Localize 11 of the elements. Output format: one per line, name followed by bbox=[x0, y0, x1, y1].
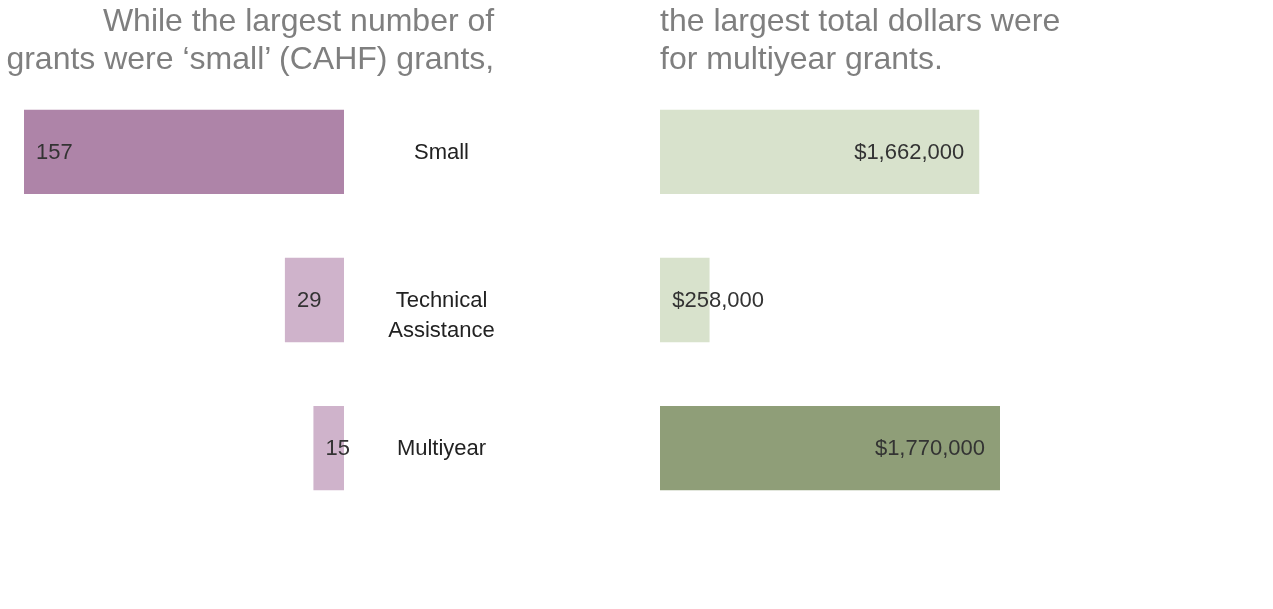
data-label: 157 bbox=[36, 138, 73, 164]
data-label: $1,770,000 bbox=[874, 435, 985, 461]
y-tick-label: Multiyear bbox=[396, 435, 487, 461]
data-label: $258,000 bbox=[672, 287, 764, 312]
data-label: $1,662,000 bbox=[854, 138, 965, 164]
data-label: 15 bbox=[325, 435, 350, 461]
data-label: 29 bbox=[296, 287, 322, 312]
y-tick-label: Technical Assistance bbox=[388, 287, 495, 342]
chart-title: While the largest number of grants were ‘small’ (CAHF) grants, bbox=[6, 2, 495, 76]
chart-title: the largest total dollars were for multiyear grants. bbox=[660, 2, 1061, 76]
y-tick-label: Small bbox=[413, 138, 470, 164]
